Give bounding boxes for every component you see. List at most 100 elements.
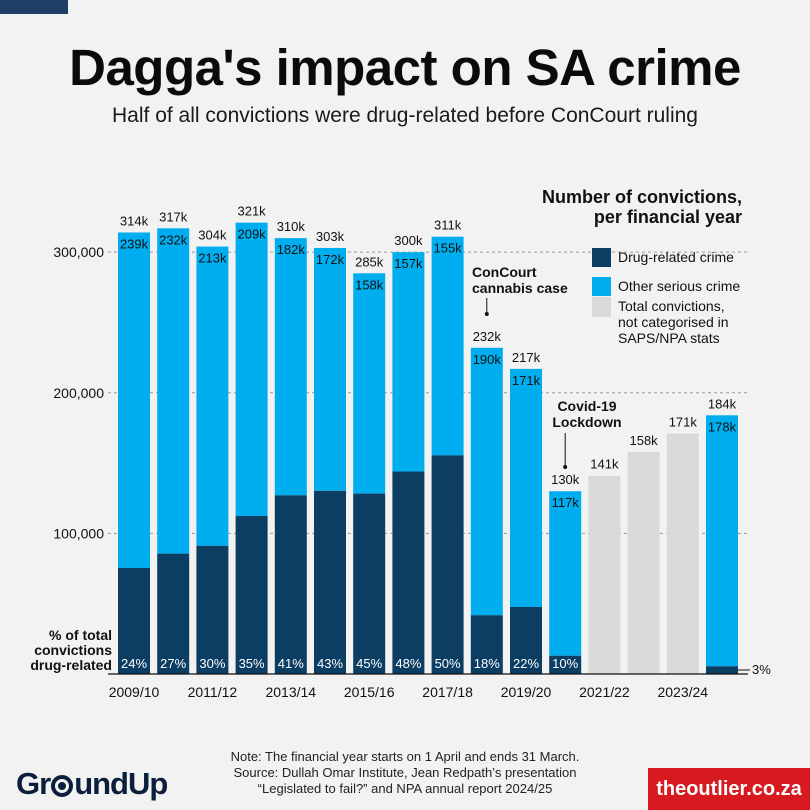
bar-other-crime <box>157 228 190 554</box>
pct-label: 41% <box>278 656 304 671</box>
bar-drug-crime <box>549 655 582 674</box>
legend-title: Number of convictions, <box>542 187 742 207</box>
x-tick-label: 2023/24 <box>657 684 708 700</box>
bar-drug-crime <box>196 545 229 674</box>
pct-label: 18% <box>474 656 500 671</box>
bar-drug-crime <box>706 666 738 674</box>
other-value-label: 157k <box>394 256 423 271</box>
total-value-label: 303k <box>316 229 345 244</box>
bar-drug-crime <box>118 567 150 674</box>
bar-other-crime <box>510 368 542 607</box>
source-text-2: “Legislated to fail?” and NPA annual rep… <box>257 781 553 796</box>
pct-label: 50% <box>435 656 461 671</box>
other-value-label: 213k <box>198 251 227 266</box>
total-value-label: 314k <box>120 213 149 228</box>
bar-total-uncategorised <box>627 451 660 674</box>
x-tick-label: 2013/14 <box>265 684 316 700</box>
x-tick-label: 2011/12 <box>188 684 238 700</box>
pct-label: 45% <box>356 656 382 671</box>
other-value-label: 190k <box>473 352 502 367</box>
total-value-label: 321k <box>237 204 266 219</box>
legend-label: Total convictions, <box>618 298 725 314</box>
annotation-text: Lockdown <box>552 414 621 430</box>
legend-swatch <box>592 248 611 267</box>
pct-label: 35% <box>239 656 265 671</box>
bar-total-uncategorised <box>588 475 621 674</box>
bar-other-crime <box>470 347 503 616</box>
bar-drug-crime <box>470 615 503 674</box>
pct-label: 48% <box>395 656 421 671</box>
camera-shutter-icon <box>51 775 74 797</box>
bar-drug-crime <box>314 490 346 674</box>
outlier-logo: theoutlier.co.za <box>648 768 810 810</box>
bar-other-crime <box>549 491 582 656</box>
total-value-label: 304k <box>198 228 227 243</box>
x-tick-label: 2017/18 <box>422 684 473 700</box>
footnote: Note: The financial year starts on 1 Apr… <box>170 749 640 797</box>
bar-drug-crime <box>235 515 268 674</box>
total-value-label: 184k <box>708 396 737 411</box>
other-value-label: 158k <box>355 277 384 292</box>
pct-label: 22% <box>513 656 539 671</box>
pct-row-label: % of total <box>49 627 112 643</box>
bar-drug-crime <box>431 455 464 674</box>
pct-label: 27% <box>160 656 186 671</box>
legend-label: SAPS/NPA stats <box>618 330 720 346</box>
groundup-logo-part2: undUp <box>74 766 168 801</box>
total-value-label: 158k <box>629 433 658 448</box>
y-tick-label: 300,000 <box>53 244 104 260</box>
bar-other-crime <box>706 415 738 667</box>
pct-label: 10% <box>552 656 578 671</box>
pct-label: 30% <box>199 656 225 671</box>
bar-total-uncategorised <box>666 433 699 674</box>
other-value-label: 239k <box>120 236 149 251</box>
bar-other-crime <box>274 238 307 496</box>
annotation-text: ConCourt <box>472 264 537 280</box>
total-value-label: 130k <box>551 472 580 487</box>
legend-label: Drug-related crime <box>618 249 734 265</box>
x-tick-label: 2015/16 <box>344 684 395 700</box>
total-value-label: 317k <box>159 209 188 224</box>
other-value-label: 155k <box>433 241 462 256</box>
pct-label: 24% <box>121 656 147 671</box>
total-value-label: 285k <box>355 254 384 269</box>
legend-swatch <box>592 277 611 296</box>
pct-row-label: drug-related <box>30 657 112 673</box>
x-tick-label: 2019/20 <box>501 684 552 700</box>
total-value-label: 311k <box>434 218 462 233</box>
bar-drug-crime <box>392 471 425 674</box>
legend-label: Other serious crime <box>618 278 740 294</box>
other-value-label: 117k <box>552 495 580 510</box>
total-value-label: 171k <box>669 415 698 430</box>
groundup-logo-part1: Gr <box>16 766 51 801</box>
bar-other-crime <box>392 252 425 472</box>
total-value-label: 310k <box>277 219 306 234</box>
bar-drug-crime <box>274 495 307 674</box>
other-value-label: 178k <box>708 419 737 434</box>
annotation-dot <box>484 312 489 316</box>
total-value-label: 217k <box>512 350 541 365</box>
total-value-label: 141k <box>590 457 619 472</box>
legend-title: per financial year <box>594 207 742 227</box>
other-value-label: 232k <box>159 232 188 247</box>
y-tick-label: 200,000 <box>53 385 104 401</box>
top-accent-bar <box>0 0 68 14</box>
chart-title: Dagga's impact on SA crime <box>69 39 741 96</box>
pct-row-label: convictions <box>34 642 112 658</box>
y-tick-label: 100,000 <box>53 525 104 541</box>
bar-other-crime <box>431 236 464 456</box>
legend-swatch <box>592 297 611 317</box>
pct-label: 3% <box>752 662 771 677</box>
bar-other-crime <box>118 232 150 568</box>
pct-label: 43% <box>317 656 343 671</box>
bar-other-crime <box>353 273 386 494</box>
note-text: Note: The financial year starts on 1 Apr… <box>230 749 580 764</box>
other-value-label: 172k <box>316 252 345 267</box>
annotation-text: cannabis case <box>472 280 568 296</box>
annotation-text: Covid-19 <box>557 398 616 414</box>
legend-label: not categorised in <box>618 314 729 330</box>
x-tick-label: 2021/22 <box>579 684 630 700</box>
other-value-label: 182k <box>277 242 306 257</box>
bar-other-crime <box>196 246 229 546</box>
